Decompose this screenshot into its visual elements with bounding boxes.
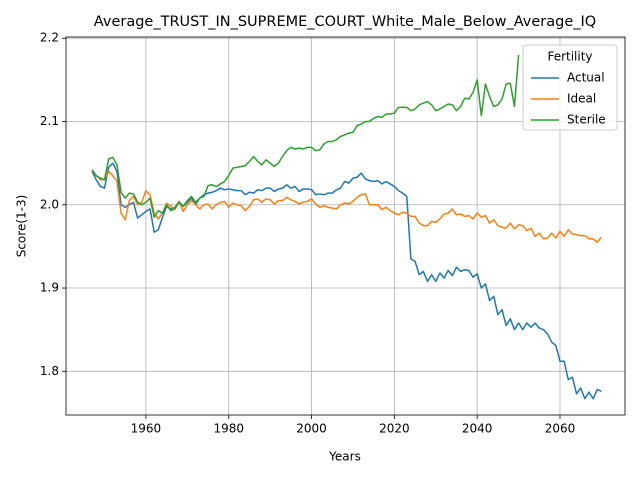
y-tick-label: 2.0: [40, 197, 59, 211]
series-line: [91, 162, 602, 400]
y-axis-label: Score(1-3): [15, 195, 29, 258]
legend-label: Ideal: [567, 92, 596, 106]
y-tick-label: 2.1: [40, 114, 59, 128]
x-tick-label: 2000: [296, 422, 327, 436]
y-tick-label: 1.9: [40, 281, 59, 295]
x-axis-label: Years: [328, 450, 361, 464]
x-tick-label: 2020: [379, 422, 410, 436]
legend-box: [522, 44, 618, 131]
series-line: [91, 54, 520, 219]
legend-label: Sterile: [567, 113, 606, 127]
x-tick-label: 2040: [462, 422, 493, 436]
plot-frame: [65, 36, 626, 416]
y-tick-label: 1.8: [40, 364, 59, 378]
y-tick-label: 2.2: [40, 31, 59, 45]
x-tick-label: 2060: [545, 422, 576, 436]
x-tick-label: 1980: [213, 422, 244, 436]
chart-title: Average_TRUST_IN_SUPREME_COURT_White_Mal…: [94, 14, 596, 30]
x-tick-label: 1960: [131, 422, 162, 436]
series-line: [91, 169, 602, 243]
legend-label: Actual: [567, 71, 605, 85]
legend-title: Fertility: [547, 50, 592, 64]
